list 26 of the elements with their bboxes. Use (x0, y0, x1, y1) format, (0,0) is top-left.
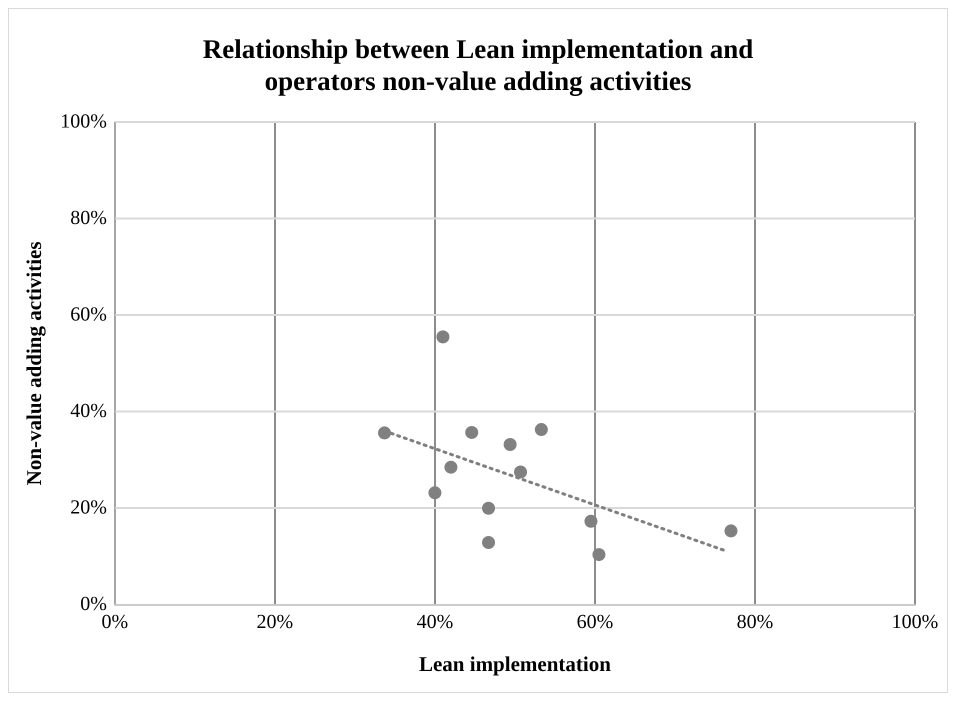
point (378, 426, 392, 440)
y-tick-label: 60% (70, 303, 107, 326)
chart-title: Relationship between Lean implementation and operators non-value adding activities (202, 33, 754, 98)
point (584, 514, 598, 528)
point (724, 524, 738, 538)
x-axis-title: Lean implementation (418, 652, 612, 676)
y-tick-label: 100% (60, 110, 107, 132)
y-tick-label: 80% (70, 206, 107, 229)
x-tick-label: 40% (416, 610, 454, 633)
x-tick-label: 60% (576, 610, 614, 633)
point (592, 548, 606, 561)
point (436, 330, 450, 344)
y-axis-title: Non-value adding activities (22, 241, 46, 486)
point (465, 426, 478, 439)
point (428, 486, 442, 500)
point (482, 502, 496, 515)
point (444, 460, 458, 474)
point (534, 422, 548, 436)
point (514, 465, 528, 478)
point (504, 438, 517, 451)
x-tick-label: 20% (256, 610, 294, 633)
point (482, 536, 496, 549)
y-tick-label: 40% (70, 400, 107, 422)
x-tick-label: 100% (892, 610, 938, 633)
x-tick-label: 80% (736, 610, 774, 633)
y-tick-label: 20% (70, 496, 107, 518)
